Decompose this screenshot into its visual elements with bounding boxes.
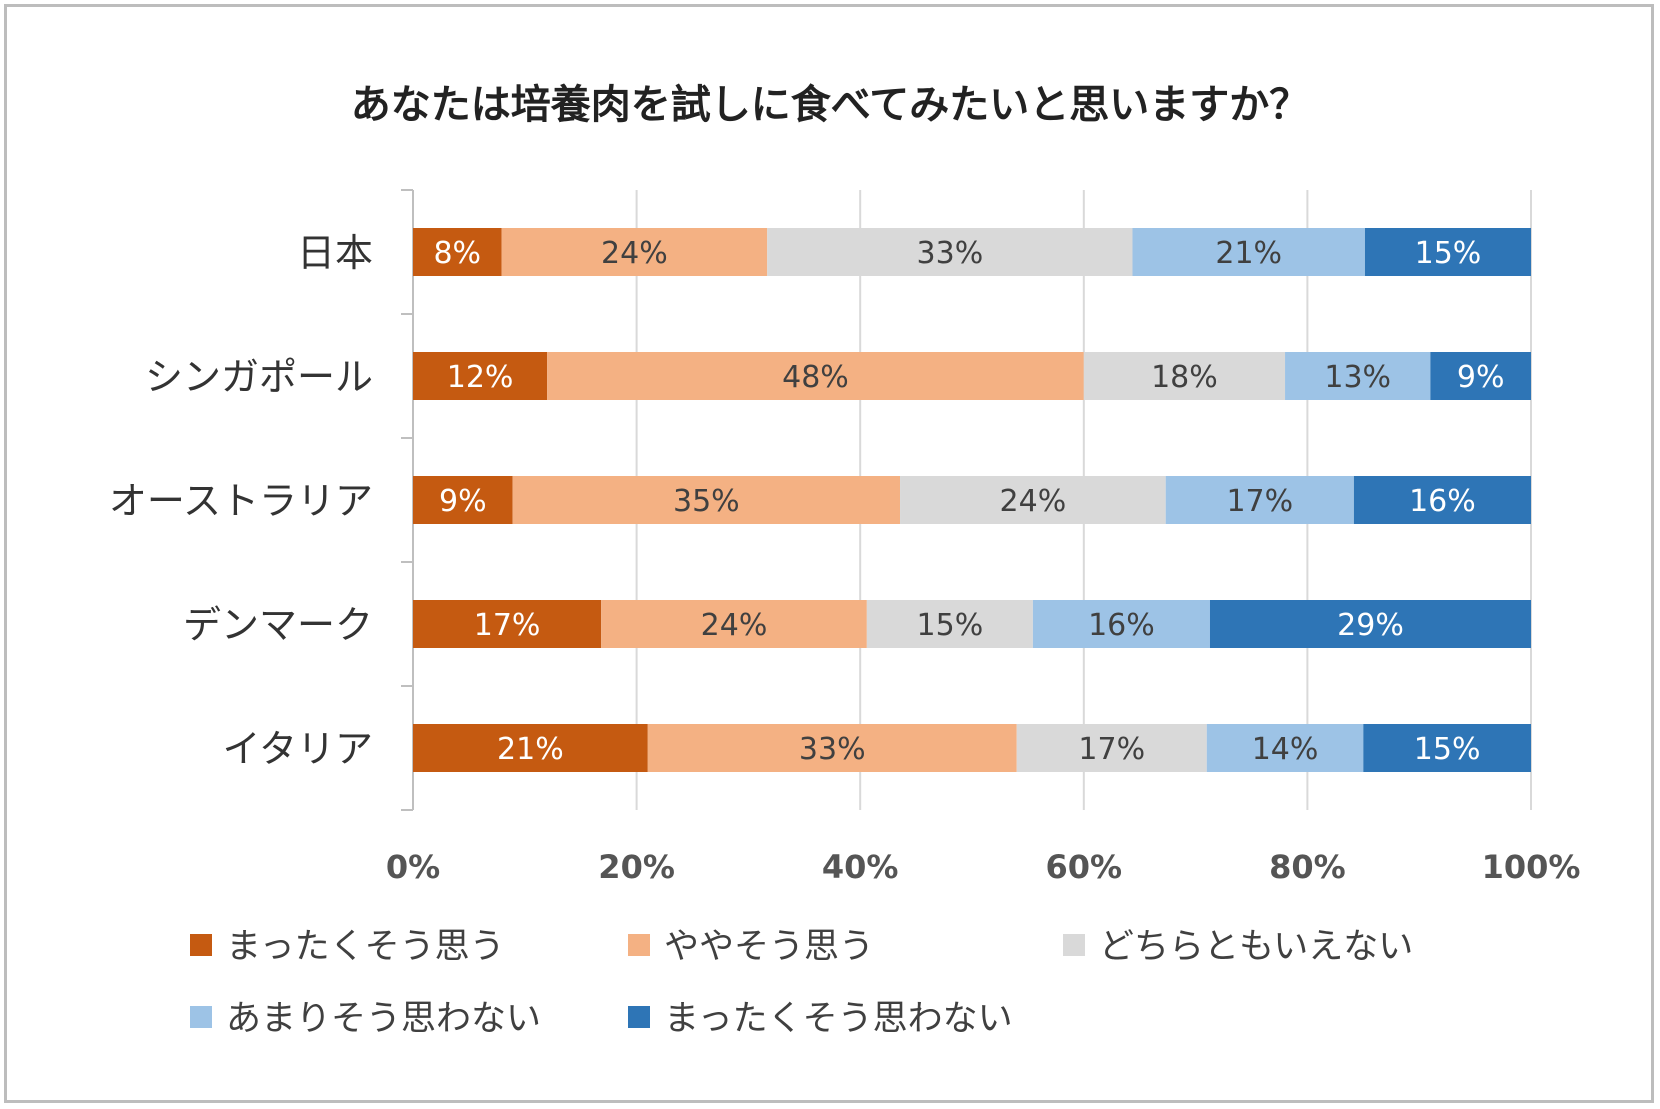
data-label: 35%: [673, 484, 740, 519]
data-label: 12%: [447, 360, 514, 395]
legend-swatch: [628, 1006, 650, 1028]
data-label: 24%: [701, 608, 768, 643]
bar-segment: [1353, 476, 1531, 524]
bar-segment: [501, 228, 768, 276]
data-label: 9%: [439, 484, 487, 519]
data-label: 29%: [1337, 608, 1404, 643]
legend-swatch: [190, 1006, 212, 1028]
data-label: 15%: [1414, 732, 1481, 767]
x-tick-label: 80%: [1269, 848, 1346, 886]
bar-segment: [512, 476, 901, 524]
legend-label: まったくそう思わない: [664, 999, 1013, 1039]
category-label: デンマーク: [183, 603, 373, 647]
legend-swatch: [190, 934, 212, 956]
bar-segment: [547, 352, 1084, 400]
data-label: 18%: [1151, 360, 1218, 395]
data-label: 8%: [433, 236, 481, 271]
bar-segment: [1083, 352, 1286, 400]
chart-title: あなたは培養肉を試しに食べてみたいと思いますか？: [351, 82, 1309, 128]
data-label: 33%: [917, 236, 984, 271]
legend-label: あまりそう思わない: [226, 999, 541, 1039]
bar-segment: [1132, 228, 1365, 276]
category-label: イタリア: [223, 727, 373, 771]
bar-segment: [1032, 600, 1210, 648]
x-tick-label: 20%: [598, 848, 675, 886]
bar-segment: [1285, 352, 1431, 400]
x-tick-label: 100%: [1482, 848, 1581, 886]
legend-label: ややそう思う: [664, 927, 874, 967]
data-label: 16%: [1409, 484, 1476, 519]
bar-segment: [413, 724, 648, 772]
data-label: 21%: [1215, 236, 1282, 271]
x-tick-label: 60%: [1046, 848, 1123, 886]
bar-segment: [767, 228, 1133, 276]
category-label: 日本: [297, 231, 373, 275]
category-label: シンガポール: [145, 355, 373, 399]
bar-segment: [413, 352, 548, 400]
legend-label: どちらともいえない: [1099, 927, 1413, 967]
x-tick-label: 0%: [386, 848, 440, 886]
chart-frame: [4, 4, 1654, 1103]
legend-label: まったくそう思う: [226, 927, 505, 967]
data-label: 9%: [1457, 360, 1505, 395]
data-label: 17%: [1226, 484, 1293, 519]
bar-segment: [601, 600, 867, 648]
bar-segment: [1165, 476, 1354, 524]
bar-segment: [413, 228, 502, 276]
data-label: 17%: [474, 608, 541, 643]
bar-segment: [1206, 724, 1364, 772]
bar-segment: [413, 476, 513, 524]
data-label: 33%: [799, 732, 866, 767]
data-label: 13%: [1324, 360, 1391, 395]
data-label: 16%: [1088, 608, 1155, 643]
bar-segment: [1016, 724, 1207, 772]
category-label: オーストラリア: [109, 479, 373, 523]
data-label: 14%: [1252, 732, 1319, 767]
bar-segment: [1209, 600, 1531, 648]
bar-segment: [1363, 724, 1531, 772]
x-axis-tick-labels: 0% 20% 40% 60% 80% 100%: [386, 848, 1581, 886]
data-label: 24%: [1000, 484, 1067, 519]
bar-segment: [413, 600, 602, 648]
legend-swatch: [628, 934, 650, 956]
data-label: 48%: [782, 360, 849, 395]
data-label: 15%: [917, 608, 984, 643]
legend-swatch: [1063, 934, 1085, 956]
data-label: 15%: [1415, 236, 1482, 271]
data-label: 24%: [601, 236, 668, 271]
bar-segment: [1430, 352, 1531, 400]
bar-segment: [1364, 228, 1531, 276]
x-tick-label: 40%: [822, 848, 899, 886]
bar-segment: [900, 476, 1166, 524]
bars: 8% 24% 33% 21% 15% 12% 48% 18% 13% 9% 9% 35% 24% 17% 1…: [413, 228, 1531, 772]
bar-segment: [866, 600, 1033, 648]
data-label: 17%: [1078, 732, 1145, 767]
data-label: 21%: [497, 732, 564, 767]
bar-segment: [647, 724, 1017, 772]
